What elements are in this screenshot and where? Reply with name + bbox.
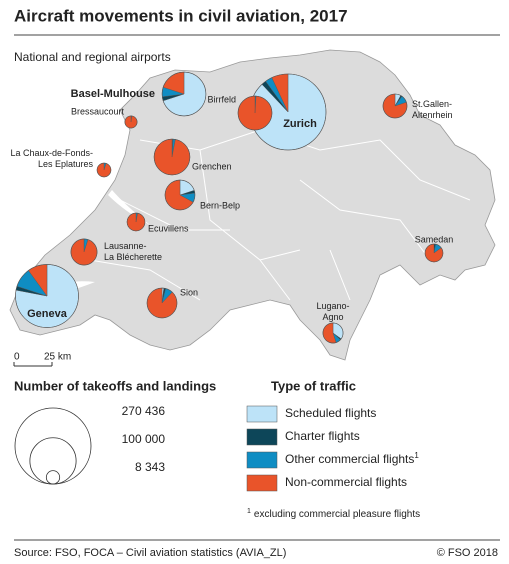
size-legend-title: Number of takeoffs and landings (14, 378, 216, 393)
airport-label: Lausanne- (104, 241, 147, 251)
airport-label: La Chaux-de-Fonds- (10, 148, 93, 158)
size-legend-label: 270 436 (122, 404, 166, 418)
source: Source: FSO, FOCA – Civil aviation stati… (14, 547, 286, 559)
canton-borders (89, 129, 471, 301)
copyright: © FSO 2018 (437, 547, 498, 559)
pie-outline (382, 93, 408, 119)
airport-label: Les Eplatures (38, 159, 94, 169)
legend-swatch (246, 474, 278, 492)
airport-label: Geneva (27, 308, 68, 320)
scale-label: 0 (14, 352, 20, 363)
pie-outline (424, 243, 444, 263)
airport-label: Zurich (283, 118, 317, 130)
legend-swatch (246, 405, 278, 423)
airport-label: Sion (180, 287, 198, 297)
pie-outline (124, 115, 138, 129)
size-legend-circle (45, 470, 61, 485)
pie-outline (96, 162, 112, 178)
legend-label: Charter flights (285, 429, 360, 443)
pie-outline (161, 71, 207, 117)
pie-outline (15, 264, 79, 328)
footnote-text: excluding commercial pleasure flights (254, 509, 420, 520)
pie-outline (237, 95, 273, 131)
legend-label: Scheduled flights (285, 406, 376, 420)
airport-label: Bressaucourt (71, 106, 125, 116)
pie-outline (164, 179, 196, 211)
title: Aircraft movements in civil aviation, 20… (14, 6, 348, 25)
legend-swatch (246, 451, 278, 469)
type-legend-title: Type of traffic (271, 378, 356, 393)
pie-outline (146, 287, 178, 319)
size-legend-circle (14, 407, 92, 485)
airport-label: Altenrhein (412, 110, 453, 120)
airport-label: Samedan (415, 234, 454, 244)
airport-label: Grenchen (192, 161, 232, 171)
pie-outline (153, 138, 191, 176)
legend-swatch (246, 428, 278, 446)
airport-label: Lugano- (316, 301, 349, 311)
size-legend-label: 100 000 (122, 432, 166, 446)
airport-label: St.Gallen- (412, 99, 452, 109)
legend-label: Other commercial flights (285, 452, 414, 466)
airport-label: Ecuvillens (148, 223, 189, 233)
legend-label: Other commercial flights1 (285, 451, 419, 466)
size-legend-label: 8 343 (135, 460, 165, 474)
airport-label: Bern-Belp (200, 200, 240, 210)
airport-label: La Blécherette (104, 252, 162, 262)
pie-outline (322, 322, 344, 344)
footnote: 1 excluding commercial pleasure flights (247, 508, 420, 520)
footnote-mark: 1 (247, 508, 251, 515)
scale-label: 25 km (44, 352, 71, 363)
size-legend-circle (29, 437, 77, 485)
airport-label: Basel-Mulhouse (71, 88, 155, 100)
airport-label: Birrfeld (207, 94, 236, 104)
pie-outline (70, 238, 98, 266)
legend-label: Non-commercial flights (285, 475, 407, 489)
pie-outline (126, 212, 146, 232)
airport-label: Agno (322, 312, 343, 322)
subtitle: National and regional airports (14, 50, 171, 64)
footnote-mark: 1 (414, 451, 419, 460)
